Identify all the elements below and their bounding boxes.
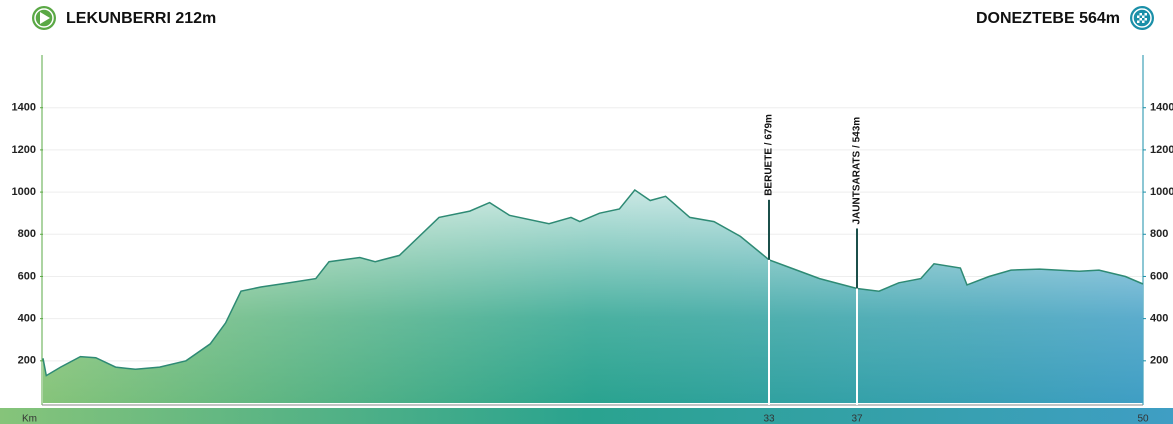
area-highlight xyxy=(43,190,1143,403)
y-tick-label: 800 xyxy=(18,228,36,240)
marker-label: JAUNTSARATS / 543m xyxy=(852,117,863,225)
y-tick-label: 1400 xyxy=(12,102,36,114)
y2-tick-label: 1400 xyxy=(1150,102,1173,114)
x-tick-label: 37 xyxy=(851,414,863,424)
start-icon xyxy=(32,6,56,30)
marker-label: BERUETE / 679m xyxy=(764,114,775,196)
x-tick-label: 50 xyxy=(1137,414,1149,424)
elevation-line xyxy=(42,188,1144,377)
x-tick-label: 33 xyxy=(763,414,775,424)
y2-tick-label: 800 xyxy=(1150,228,1168,240)
y2-tick-label: 1200 xyxy=(1150,144,1173,156)
distance-bar xyxy=(0,408,1173,424)
y2-tick-label: 400 xyxy=(1150,313,1168,325)
y2-tick-label: 1000 xyxy=(1150,186,1173,198)
y-tick-label: 1000 xyxy=(12,186,36,198)
x-axis-label: Km xyxy=(22,414,37,424)
finish-icon xyxy=(1130,6,1154,30)
finish-label: DONEZTEBE 564m xyxy=(976,10,1120,27)
y-tick-label: 600 xyxy=(18,270,36,282)
y2-tick-label: 600 xyxy=(1150,270,1168,282)
start-label: LEKUNBERRI 212m xyxy=(66,10,216,27)
y-tick-label: 200 xyxy=(18,355,36,367)
y-tick-label: 1200 xyxy=(12,144,36,156)
y2-tick-label: 200 xyxy=(1150,355,1168,367)
y-tick-label: 400 xyxy=(18,313,36,325)
